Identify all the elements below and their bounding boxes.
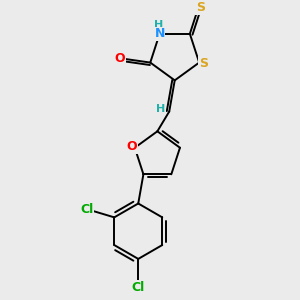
Text: S: S (199, 57, 208, 70)
Text: H: H (156, 103, 165, 114)
Text: H: H (154, 20, 163, 30)
Text: O: O (127, 140, 137, 153)
Text: O: O (114, 52, 125, 65)
Text: N: N (154, 27, 165, 40)
Text: S: S (196, 1, 205, 14)
Text: Cl: Cl (132, 281, 145, 294)
Text: Cl: Cl (80, 203, 93, 216)
